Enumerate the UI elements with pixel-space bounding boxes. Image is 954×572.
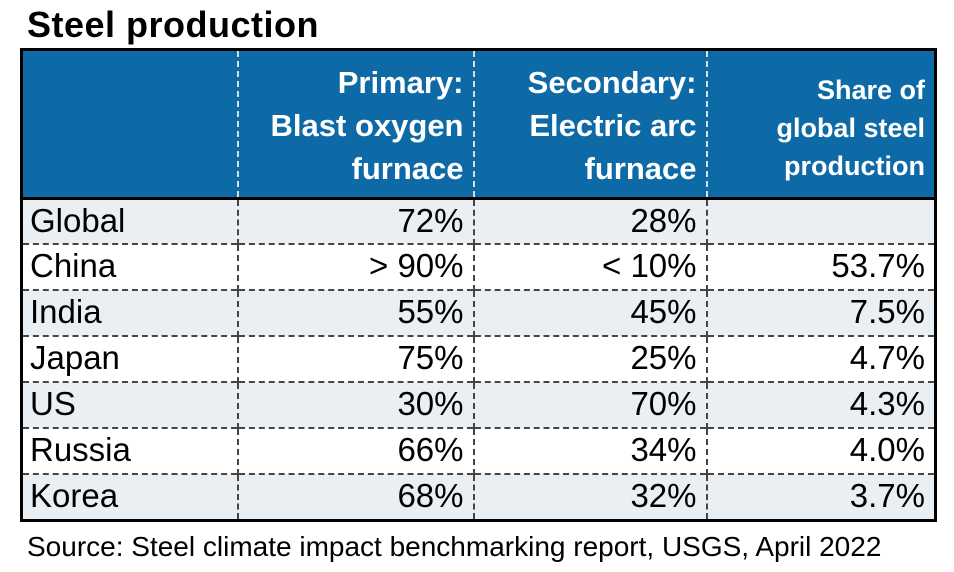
cell-region: Korea xyxy=(21,473,238,521)
table-header-row: Primary: Blast oxygen furnace Secondary:… xyxy=(21,49,936,200)
cell-share: 3.7% xyxy=(705,473,936,521)
page-title: Steel production xyxy=(27,4,320,45)
cell-primary: 72% xyxy=(236,198,474,245)
cell-primary: 30% xyxy=(236,381,474,429)
header-cell-secondary-eaf: Secondary: Electric arc furnace xyxy=(472,49,707,200)
page: Steel production Primary: Blast oxygen f… xyxy=(0,5,954,572)
cell-region: Global xyxy=(30,201,126,239)
cell-region: Russia xyxy=(21,427,238,475)
cell-share: 4.3% xyxy=(705,381,936,429)
steel-production-table: Primary: Blast oxygen furnace Secondary:… xyxy=(20,47,937,522)
table-row-korea: Korea 68% 32% 3.7% xyxy=(21,473,936,521)
cell-secondary: 70% xyxy=(472,381,707,429)
cell-secondary: 34% xyxy=(472,427,707,475)
cell-primary: 55% xyxy=(236,289,474,337)
cell-share xyxy=(705,198,936,245)
cell-region: China xyxy=(21,243,238,291)
cell-share: 53.7% xyxy=(705,243,936,291)
cell-primary: 75% xyxy=(236,335,474,383)
cell-secondary: 25% xyxy=(472,335,707,383)
table-row-china: China > 90% < 10% 53.7% xyxy=(21,243,936,291)
table-row-russia: Russia 66% 34% 4.0% xyxy=(21,427,936,475)
table-row-india: India 55% 45% 7.5% xyxy=(21,289,936,337)
cell-secondary: < 10% xyxy=(472,243,707,291)
cell-primary: 68% xyxy=(236,473,474,521)
cell-region: Japan xyxy=(21,335,238,383)
table-row-japan: Japan 75% 25% 4.7% xyxy=(21,335,936,383)
table-row-global: Global 72% 28% xyxy=(21,198,936,245)
source-attribution: Source: Steel climate impact benchmarkin… xyxy=(27,530,882,562)
cell-share: 4.7% xyxy=(705,335,936,383)
cell-share: 7.5% xyxy=(705,289,936,337)
cell-region: India xyxy=(21,289,238,337)
header-cell-global-share: Share of global steel production xyxy=(705,49,936,200)
cell-primary: 66% xyxy=(236,427,474,475)
cell-share: 4.0% xyxy=(705,427,936,475)
header-cell-region xyxy=(21,49,238,200)
cell-secondary: 32% xyxy=(472,473,707,521)
cell-secondary: 45% xyxy=(472,289,707,337)
header-cell-primary-bof: Primary: Blast oxygen furnace xyxy=(236,49,474,200)
cell-primary: > 90% xyxy=(236,243,474,291)
table-row-us: US 30% 70% 4.3% xyxy=(21,381,936,429)
cell-region: US xyxy=(21,381,238,429)
cell-secondary: 28% xyxy=(472,198,707,245)
